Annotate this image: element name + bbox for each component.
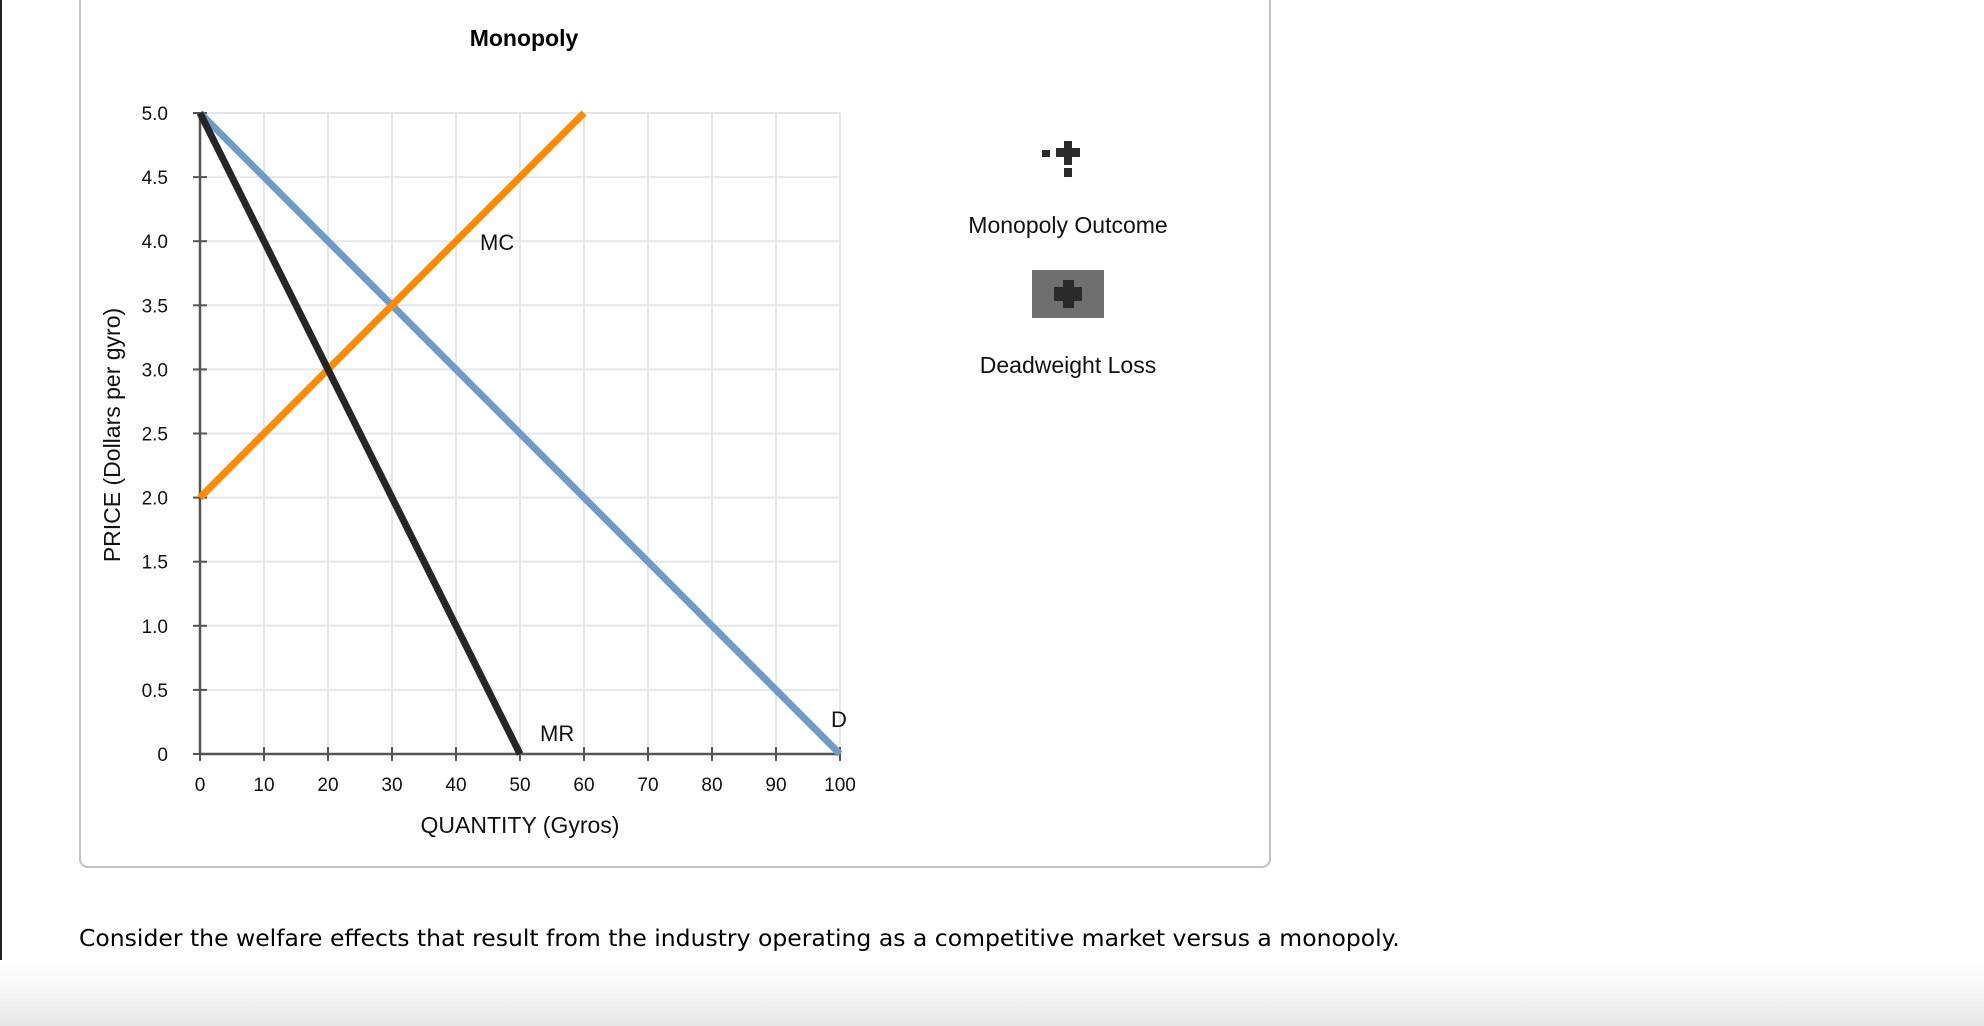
bottom-fade	[0, 960, 1984, 1026]
y-tick-label: 3.5	[142, 296, 168, 317]
chart-title: Monopoly	[470, 25, 579, 51]
x-tick-label: 80	[701, 775, 722, 796]
chart-curves	[196, 110, 843, 757]
y-tick-label: 2.0	[142, 489, 168, 510]
x-tick-label: 60	[573, 775, 594, 796]
y-tick-label: 4.0	[142, 232, 168, 253]
deadweight-loss-area-icon[interactable]	[1032, 270, 1104, 318]
chart-axes	[193, 112, 841, 761]
legend-monopoly-outcome-label: Monopoly Outcome	[968, 212, 1168, 238]
mc-curve-label: MC	[480, 230, 514, 255]
y-axis-title: PRICE (Dollars per gyro)	[99, 308, 125, 562]
legend-deadweight-loss-label: Deadweight Loss	[979, 352, 1157, 378]
x-tick-label: 50	[509, 775, 530, 796]
chart-tick-labels: 0 10 20 30 40 50 60 70 80 90 100 0 0.5 1.0 1.5 2.0 2.5 3.…	[142, 104, 856, 796]
window-left-edge	[0, 0, 2, 1026]
y-tick-label: 5.0	[142, 104, 168, 125]
x-tick-label: 30	[381, 775, 402, 796]
y-tick-label: 2.5	[142, 425, 168, 446]
mc-curve[interactable]	[197, 110, 587, 501]
d-curve[interactable]	[197, 110, 843, 757]
monopoly-chart: 0 10 20 30 40 50 60 70 80 90 100 0 0.5 1.0 1.5 2.0 2.5 3.…	[99, 25, 856, 838]
x-tick-label: 0	[195, 775, 206, 796]
x-tick-label: 20	[317, 775, 338, 796]
y-tick-label: 4.5	[142, 168, 168, 189]
y-tick-label: 0.5	[142, 681, 168, 702]
demand-curve-label: D	[831, 707, 847, 732]
y-tick-label: 1.5	[142, 553, 168, 574]
x-tick-label: 70	[637, 775, 658, 796]
monopoly-outcome-marker-icon[interactable]	[1038, 138, 1086, 182]
y-tick-label: 0	[157, 745, 168, 766]
question-text: Consider the welfare effects that result…	[79, 924, 1400, 952]
x-tick-label: 40	[445, 775, 466, 796]
y-tick-label: 1.0	[142, 617, 168, 638]
x-tick-label: 100	[824, 775, 856, 796]
mr-curve-label: MR	[540, 721, 574, 746]
x-axis-title: QUANTITY (Gyros)	[421, 812, 620, 838]
x-tick-label: 90	[765, 775, 786, 796]
x-tick-label: 10	[253, 775, 274, 796]
mr-curve[interactable]	[196, 111, 524, 756]
y-tick-label: 3.0	[142, 360, 168, 381]
